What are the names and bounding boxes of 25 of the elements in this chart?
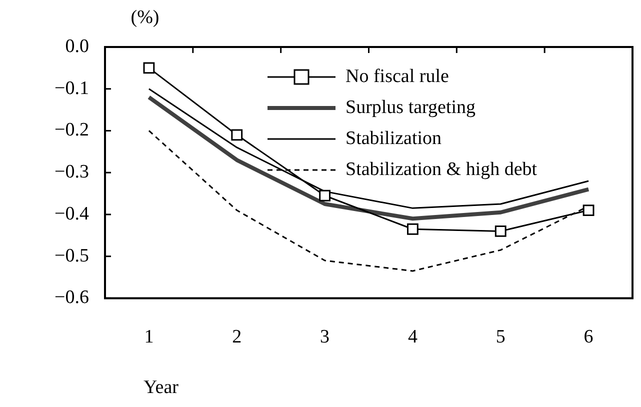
x-tick-label: 1 bbox=[144, 326, 154, 348]
legend-label: Stabilization bbox=[346, 128, 442, 149]
y-tick-label: −0.3 bbox=[54, 162, 89, 183]
x-tick-label: 5 bbox=[496, 326, 506, 348]
point bbox=[407, 223, 418, 235]
x-axis-title: Year bbox=[143, 376, 180, 398]
y-tick-label: −0.5 bbox=[54, 245, 89, 266]
x-tick-label: 2 bbox=[232, 326, 242, 348]
x-tick-label: 3 bbox=[320, 326, 330, 348]
y-tick-label: −0.4 bbox=[54, 203, 90, 224]
legend-label: No fiscal rule bbox=[346, 66, 449, 87]
legend-label: Stabilization & high debt bbox=[346, 158, 538, 180]
y-tick-label: 0.0 bbox=[65, 36, 89, 57]
point bbox=[143, 62, 155, 74]
point bbox=[494, 226, 506, 237]
y-tick-label: −0.6 bbox=[54, 287, 89, 308]
legend-label: Surplus targeting bbox=[346, 96, 476, 118]
y-tick-label: −0.2 bbox=[54, 120, 89, 141]
point bbox=[582, 204, 594, 216]
x-tick-label: 4 bbox=[408, 326, 418, 348]
x-tick-label: 6 bbox=[584, 326, 594, 348]
y-axis-title: (%) bbox=[130, 6, 160, 28]
point bbox=[231, 129, 243, 141]
y-tick-label: −0.1 bbox=[54, 78, 89, 99]
point bbox=[319, 190, 330, 202]
